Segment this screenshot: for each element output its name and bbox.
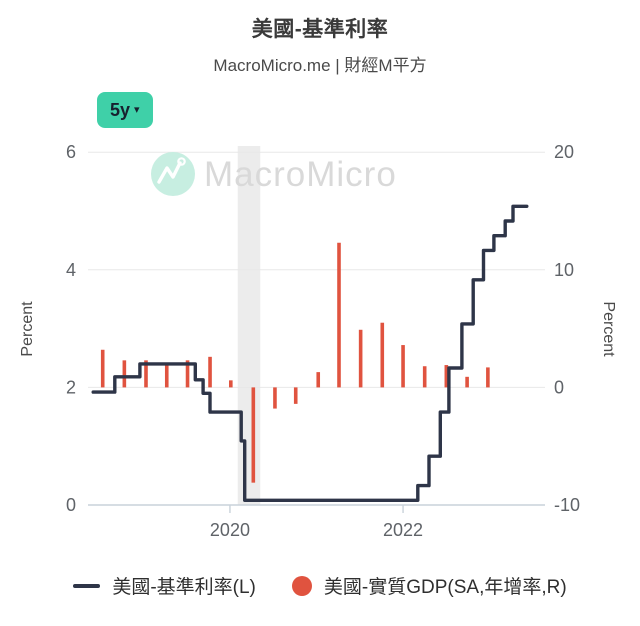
gdp-bars-series xyxy=(100,242,490,483)
recession-band xyxy=(237,146,261,505)
axes xyxy=(88,504,545,513)
svg-text:6: 6 xyxy=(66,142,76,162)
caret-down-icon: ▾ xyxy=(134,103,140,116)
chart-legend: 美國-基準利率(L) 美國-實質GDP(SA,年增率,R) xyxy=(0,572,640,599)
range-selector-button[interactable]: 5y ▾ xyxy=(97,92,153,128)
svg-text:Percent: Percent xyxy=(19,301,36,357)
legend-item-rate[interactable]: 美國-基準利率(L) xyxy=(73,572,256,599)
legend-item-gdp[interactable]: 美國-實質GDP(SA,年增率,R) xyxy=(291,572,567,599)
svg-text:2020: 2020 xyxy=(210,520,250,540)
watermark-text: MacroMicro xyxy=(204,155,397,194)
dot-swatch-icon xyxy=(291,575,312,596)
svg-text:0: 0 xyxy=(554,377,564,397)
svg-text:10: 10 xyxy=(554,260,574,280)
chart-area[interactable]: MacroMicro 6 4 2 0 20 10 0 -10 2020 2022 Percent Pe… xyxy=(0,130,640,556)
watermark-logo-ring-icon xyxy=(177,157,186,166)
svg-text:0: 0 xyxy=(66,495,76,515)
watermark: MacroMicro xyxy=(151,152,397,196)
svg-text:Percent: Percent xyxy=(600,301,617,357)
svg-text:2022: 2022 xyxy=(383,520,423,540)
watermark-logo-zigzag-icon xyxy=(157,161,182,184)
chart-header: 美國-基準利率 MacroMicro.me | 財經M平方 xyxy=(0,0,640,76)
svg-text:4: 4 xyxy=(66,260,76,280)
page-subtitle: MacroMicro.me | 財經M平方 xyxy=(213,56,427,75)
range-label: 5y xyxy=(110,99,131,120)
legend-label-rate: 美國-基準利率(L) xyxy=(112,577,256,598)
svg-text:-10: -10 xyxy=(554,495,580,515)
legend-label-gdp: 美國-實質GDP(SA,年增率,R) xyxy=(323,577,567,598)
policy-rate-line-series xyxy=(91,204,529,502)
page-title: 美國-基準利率 xyxy=(251,18,389,41)
svg-text:2: 2 xyxy=(66,377,76,397)
svg-text:20: 20 xyxy=(554,142,574,162)
line-swatch-icon xyxy=(73,583,101,588)
